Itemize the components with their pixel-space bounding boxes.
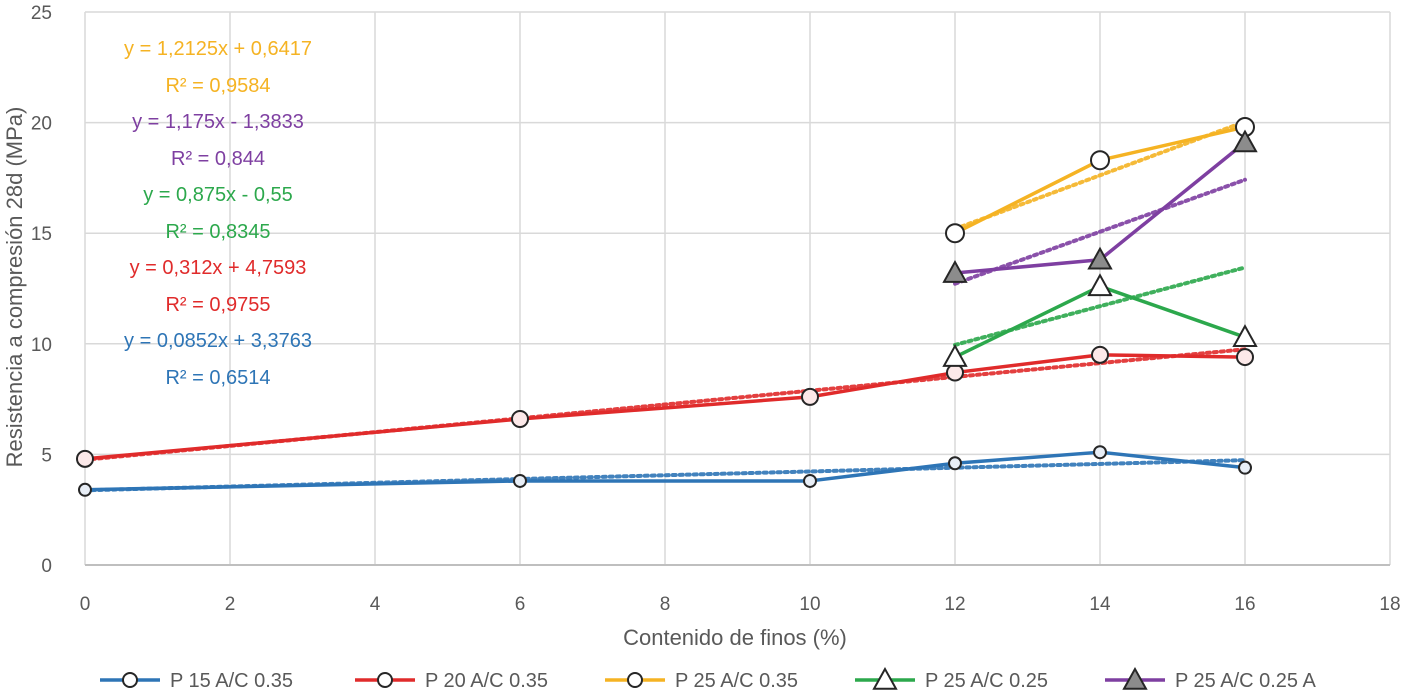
trendline-r2: R² = 0,9755 [165,294,270,316]
line-series-1 [84,353,1246,461]
series-markers [76,117,1258,497]
y-tick-label: 15 [31,224,52,245]
line-series-0 [84,450,1246,492]
axes: 0 2 4 6 8 10 12 14 16 18 0 5 10 15 20 25 [31,3,1401,615]
point-series-0 [948,456,962,471]
point-series-3 [1232,324,1258,347]
point-series-0 [1093,445,1107,460]
point-series-1 [1236,348,1254,367]
point-series-1 [511,410,529,429]
x-tick-label: 16 [1234,594,1255,615]
legend-label: P 25 A/C 0.25 A [1175,670,1317,692]
x-tick-label: 4 [370,594,381,615]
y-tick-label: 0 [41,556,52,577]
legend: P 15 A/C 0.35 P 20 A/C 0.35 P 25 A/C 0.35 P… [100,666,1317,692]
x-tick-label: 2 [225,594,236,615]
legend-label: P 20 A/C 0.35 [425,670,548,692]
trendline-equation: y = 0,875x - 0,55 [143,184,293,206]
trendline-r2: R² = 0,6514 [165,367,270,389]
y-tick-label: 20 [31,114,52,135]
y-tick-label: 10 [31,335,52,356]
x-tick-label: 10 [799,594,820,615]
x-tick-label: 6 [515,594,526,615]
point-series-0 [803,473,817,488]
trendline-r2: R² = 0,8345 [165,221,270,243]
point-series-4 [1087,246,1113,270]
legend-marker [122,672,138,688]
legend-marker [627,672,643,688]
trendline-r2: R² = 0,844 [171,148,265,170]
y-tick-label: 25 [31,3,52,24]
legend-label: P 25 A/C 0.35 [675,670,798,692]
point-series-1 [946,363,964,382]
point-series-3 [942,344,968,367]
trendline-equation: y = 1,175x - 1,3833 [132,111,304,133]
x-tick-label: 8 [660,594,671,615]
trendline-r2: R² = 0,9584 [165,75,270,97]
point-series-4 [1232,129,1258,153]
point-series-2 [1090,150,1110,171]
x-axis-title: Contenido de finos (%) [623,625,847,650]
legend-marker [872,666,898,690]
point-series-4 [942,259,968,283]
point-series-1 [801,387,819,406]
legend-marker [377,672,393,688]
point-series-1 [76,449,94,468]
legend-label: P 15 A/C 0.35 [170,670,293,692]
x-tick-label: 0 [80,594,91,615]
trendline-series-4 [953,177,1247,286]
trendline-equation: y = 0,312x + 4,7593 [130,257,307,279]
trendline-equations: y = 1,2125x + 0,6417 R² = 0,9584 y = 1,175… [124,38,312,389]
y-tick-label: 5 [41,445,52,466]
point-series-1 [1091,345,1109,364]
point-series-0 [1238,460,1252,475]
legend-marker [1122,666,1148,690]
x-tick-label: 12 [944,594,965,615]
x-tick-label: 14 [1089,594,1111,615]
point-series-0 [78,482,92,497]
point-series-0 [513,473,527,488]
legend-label: P 25 A/C 0.25 [925,670,1048,692]
trendline-equation: y = 1,2125x + 0,6417 [124,38,312,60]
trendline-equation: y = 0,0852x + 3,3763 [124,330,312,352]
point-series-3 [1087,273,1113,297]
x-tick-label: 18 [1379,594,1400,615]
y-axis-title: Resistencia a compresión 28d (MPa) [2,107,27,468]
point-series-2 [945,223,965,244]
